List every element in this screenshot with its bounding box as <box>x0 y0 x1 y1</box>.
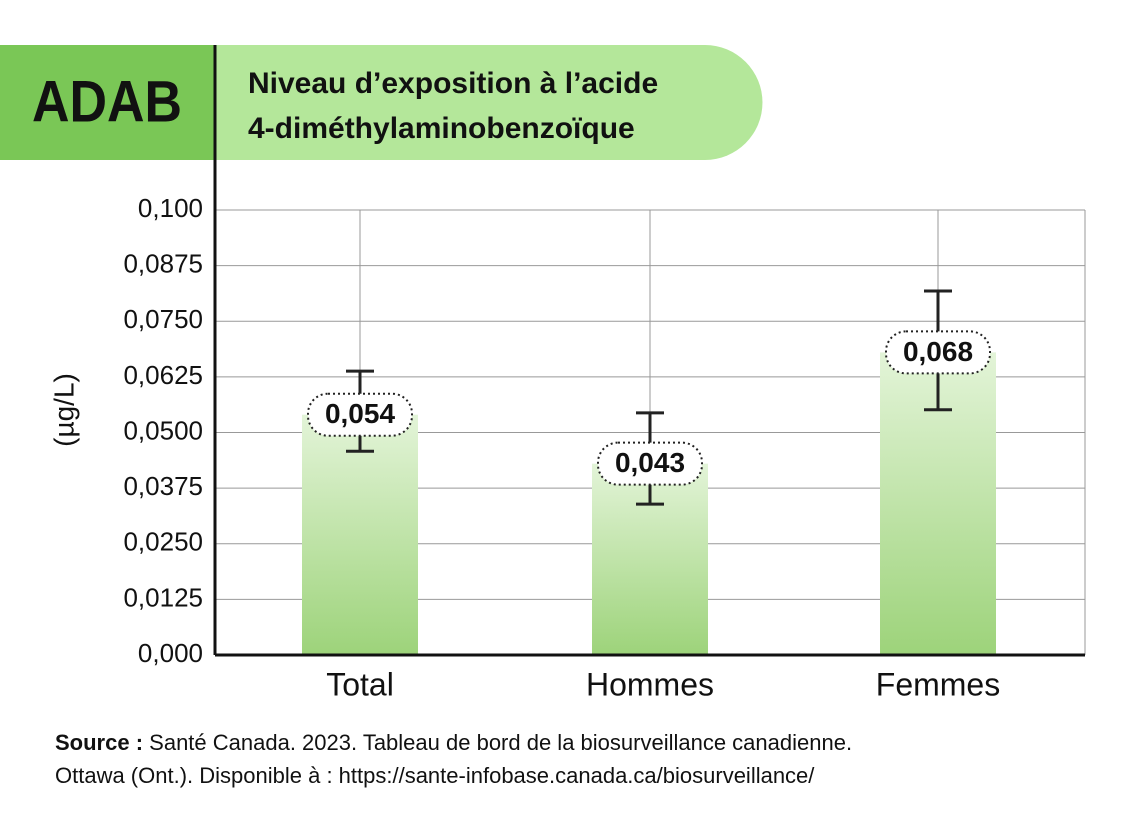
chart-title: 4-diméthylaminobenzoïque <box>248 112 635 145</box>
value-label-box <box>597 441 703 486</box>
y-tick-label: 0,0875 <box>123 249 203 279</box>
source-text: Ottawa (Ont.). Disponible à : https://sa… <box>55 763 815 788</box>
source: Source : Santé Canada. 2023. Tableau de … <box>55 730 852 755</box>
value-label-box <box>885 330 991 375</box>
y-tick-label: 0,100 <box>138 193 203 223</box>
source-label: Source : <box>55 730 143 755</box>
x-tick-label: Hommes <box>586 666 714 702</box>
y-tick-label: 0,0750 <box>123 304 203 334</box>
bar <box>302 414 418 655</box>
x-tick-label: Femmes <box>876 666 1000 702</box>
value-label-box <box>307 392 413 437</box>
source-text: Santé Canada. 2023. Tableau de bord de l… <box>149 730 852 755</box>
title-box <box>215 45 763 160</box>
y-tick-label: 0,0500 <box>123 415 203 445</box>
value-label: 0,043 <box>615 447 685 478</box>
y-tick-label: 0,0625 <box>123 360 203 390</box>
y-axis-label: (µg/L) <box>48 373 79 447</box>
y-tick-label: 0,0250 <box>123 527 203 557</box>
x-tick-label: Total <box>326 666 394 702</box>
y-tick-label: 0,0125 <box>123 582 203 612</box>
badge-box <box>0 45 215 160</box>
y-tick-label: 0,0375 <box>123 471 203 501</box>
badge: ADAB <box>32 69 182 134</box>
value-label: 0,068 <box>903 336 973 367</box>
chart-title: Niveau d’exposition à l’acide <box>248 67 658 100</box>
value-label: 0,054 <box>325 398 395 429</box>
y-tick-label: 0,000 <box>138 638 203 668</box>
